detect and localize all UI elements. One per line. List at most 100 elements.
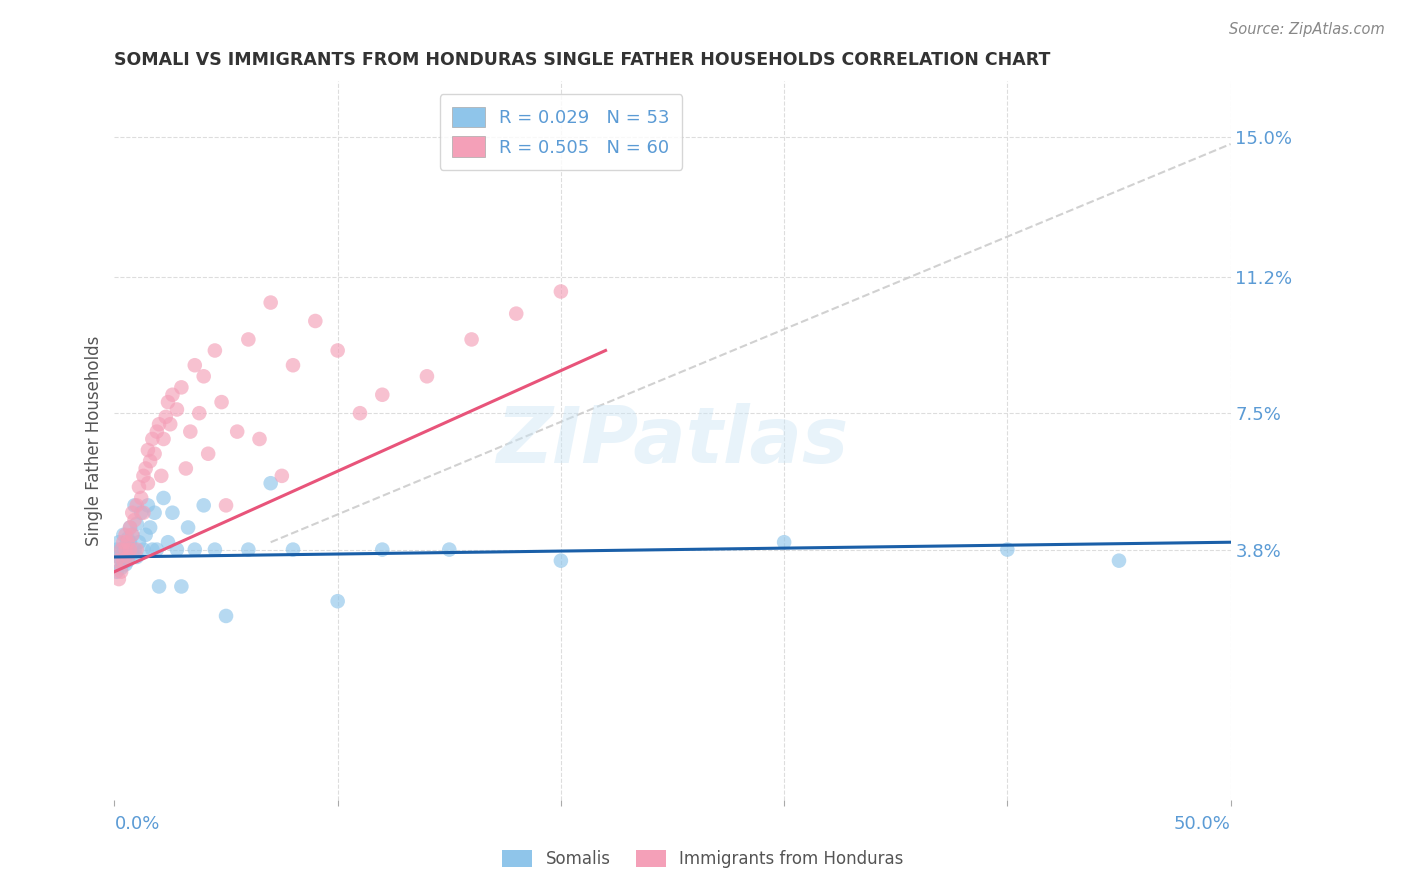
Point [112, 554, 135, 568]
Point [110, 554, 132, 568]
Point [193, 369, 215, 384]
Point [188, 406, 211, 420]
Point [179, 425, 201, 439]
Point [128, 535, 150, 549]
Y-axis label: Single Father Households: Single Father Households [86, 335, 103, 546]
Point [114, 542, 136, 557]
Point [129, 491, 152, 505]
Point [215, 499, 238, 513]
Point [146, 425, 169, 439]
Point [156, 395, 179, 409]
Point [117, 549, 139, 564]
Point [112, 546, 135, 560]
Point [773, 535, 796, 549]
Point [110, 542, 132, 557]
Point [146, 542, 169, 557]
Point [108, 535, 131, 549]
Point [162, 388, 184, 402]
Point [108, 549, 131, 564]
Point [114, 549, 136, 564]
Point [128, 480, 150, 494]
Point [177, 520, 200, 534]
Point [170, 579, 193, 593]
Point [270, 468, 292, 483]
Point [152, 432, 174, 446]
Point [184, 542, 207, 557]
Point [281, 358, 304, 372]
Point [150, 468, 173, 483]
Point [215, 609, 238, 624]
Point [110, 561, 132, 575]
Point [108, 572, 131, 586]
Point [281, 542, 304, 557]
Point [118, 520, 141, 534]
Point [132, 468, 155, 483]
Point [124, 499, 146, 513]
Point [114, 528, 136, 542]
Point [995, 542, 1018, 557]
Point [129, 506, 152, 520]
Point [136, 476, 159, 491]
Point [118, 535, 141, 549]
Point [121, 546, 143, 560]
Point [326, 594, 349, 608]
Point [159, 417, 181, 432]
Point [226, 425, 249, 439]
Point [132, 506, 155, 520]
Point [152, 491, 174, 505]
Point [156, 535, 179, 549]
Point [304, 314, 326, 328]
Point [148, 579, 170, 593]
Point [110, 542, 132, 557]
Point [112, 528, 135, 542]
Point [121, 506, 143, 520]
Point [118, 542, 141, 557]
Point [135, 461, 157, 475]
Point [124, 513, 146, 527]
Point [211, 395, 233, 409]
Point [439, 542, 461, 557]
Point [112, 535, 135, 549]
Point [117, 542, 139, 557]
Point [141, 542, 163, 557]
Point [184, 358, 207, 372]
Point [143, 506, 166, 520]
Point [460, 333, 482, 347]
Point [371, 388, 394, 402]
Point [238, 333, 260, 347]
Point [197, 447, 219, 461]
Point [125, 549, 148, 564]
Point [238, 542, 260, 557]
Point [105, 565, 128, 579]
Point [371, 542, 394, 557]
Point [166, 542, 188, 557]
Point [326, 343, 349, 358]
Point [117, 535, 139, 549]
Point [550, 285, 572, 299]
Legend: Somalis, Immigrants from Honduras: Somalis, Immigrants from Honduras [496, 843, 910, 875]
Point [1108, 554, 1130, 568]
Point [260, 295, 283, 310]
Point [249, 432, 271, 446]
Point [125, 499, 148, 513]
Point [349, 406, 371, 420]
Text: SOMALI VS IMMIGRANTS FROM HONDURAS SINGLE FATHER HOUSEHOLDS CORRELATION CHART: SOMALI VS IMMIGRANTS FROM HONDURAS SINGL… [114, 51, 1050, 69]
Text: ZIPatlas: ZIPatlas [496, 403, 849, 479]
Point [105, 542, 128, 557]
Point [193, 499, 215, 513]
Point [121, 528, 143, 542]
Point [132, 542, 155, 557]
Point [416, 369, 439, 384]
Point [110, 565, 132, 579]
Point [121, 528, 143, 542]
Point [118, 520, 141, 534]
Point [505, 307, 527, 321]
Point [125, 542, 148, 557]
Point [174, 461, 197, 475]
Point [114, 539, 136, 553]
Point [162, 506, 184, 520]
Point [204, 343, 226, 358]
Point [155, 409, 177, 424]
Legend: R = 0.029   N = 53, R = 0.505   N = 60: R = 0.029 N = 53, R = 0.505 N = 60 [440, 94, 682, 170]
Point [143, 447, 166, 461]
